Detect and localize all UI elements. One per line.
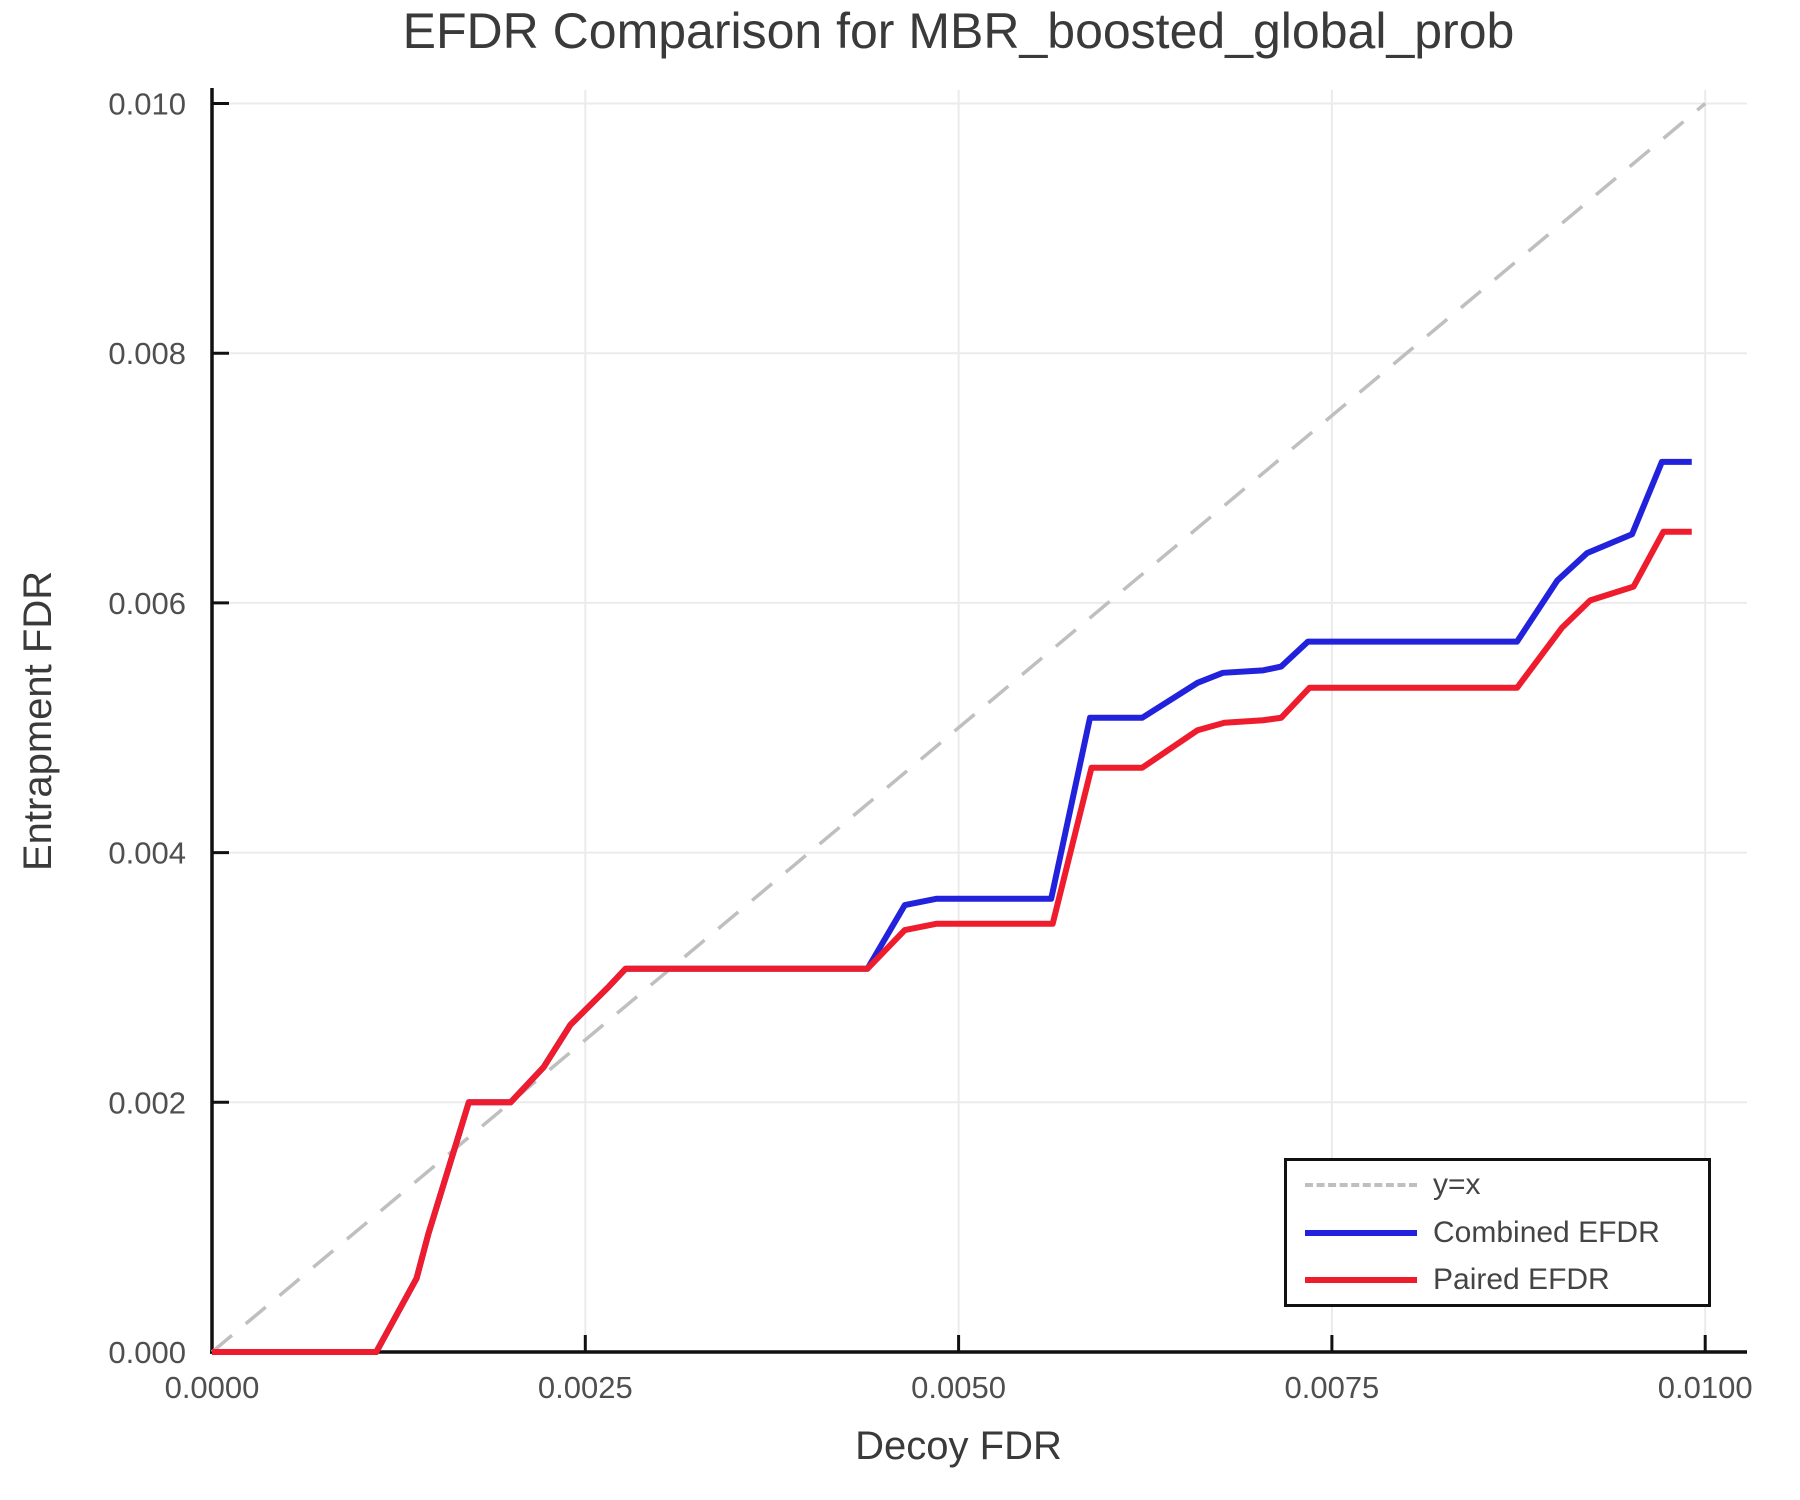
legend-item-paired-efdr: Paired EFDR [1305,1256,1708,1304]
y-tick-label: 0.002 [108,1085,186,1120]
legend: y=x Combined EFDR Paired EFDR [1284,1158,1711,1307]
x-tick-label: 0.0100 [1658,1370,1753,1405]
series-line-paired-efdr [212,528,1692,1355]
x-tick-label: 0.0025 [538,1370,633,1405]
x-tick-label: 0.0075 [1284,1370,1379,1405]
y-axis-label: Entrapment FDR [16,570,60,872]
legend-dashed-line-sample [1305,1182,1417,1187]
series-line-y-x [210,102,1707,1354]
y-tick-label: 0.004 [108,836,186,871]
legend-item-yx: y=x [1305,1161,1708,1209]
legend-label-combined-efdr: Combined EFDR [1433,1215,1660,1249]
legend-label-yx: y=x [1433,1167,1481,1201]
legend-label-paired-efdr: Paired EFDR [1433,1263,1610,1297]
y-tick-label: 0.000 [108,1335,186,1370]
y-tick-label: 0.008 [108,336,186,371]
x-tick-label: 0.0000 [165,1370,260,1405]
y-tick-label: 0.010 [108,87,186,122]
legend-item-combined-efdr: Combined EFDR [1305,1209,1708,1257]
x-tick-label: 0.0050 [911,1370,1006,1405]
y-tick-label: 0.006 [108,586,186,621]
chart-title: EFDR Comparison for MBR_boosted_global_p… [402,3,1515,59]
legend-blue-line-sample [1305,1229,1417,1236]
legend-red-line-sample [1305,1277,1417,1284]
x-axis-label: Decoy FDR [855,1424,1062,1468]
